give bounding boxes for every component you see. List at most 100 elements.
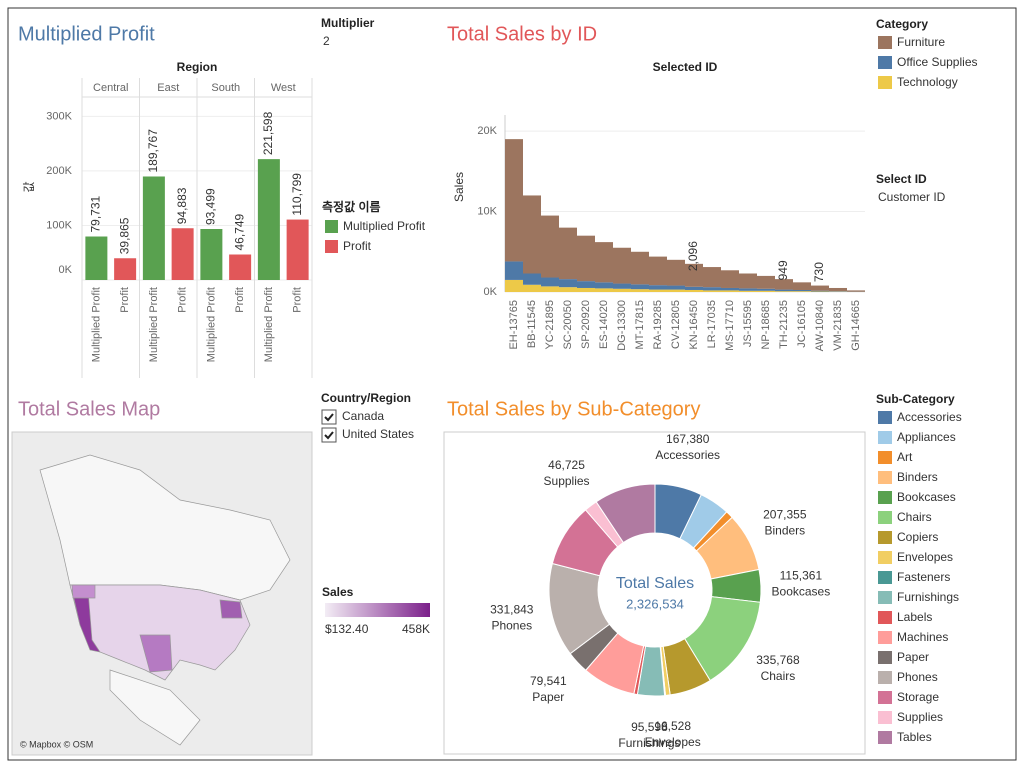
bar-segment xyxy=(739,288,757,291)
checkbox[interactable]: Canada xyxy=(321,409,384,425)
country-label: Country/Region xyxy=(321,391,411,405)
checkbox-box[interactable] xyxy=(321,427,337,443)
x-tick-label: Profit xyxy=(234,287,246,313)
bar-segment xyxy=(649,256,667,286)
select-id-value[interactable]: Customer ID xyxy=(878,190,946,204)
bar-segment xyxy=(721,287,739,291)
bar xyxy=(229,254,252,280)
y-tick-label: 10K xyxy=(477,205,497,217)
bar-segment xyxy=(523,273,541,285)
bar-segment xyxy=(829,287,847,292)
bar-segment xyxy=(667,259,685,286)
checkbox-box[interactable] xyxy=(321,409,337,425)
legend-label: Accessories xyxy=(897,410,962,424)
bar-segment xyxy=(613,283,631,289)
bar-segment xyxy=(667,285,685,290)
option[interactable]: Canada xyxy=(342,409,384,423)
legend-swatch xyxy=(878,511,892,524)
legend-swatch xyxy=(878,611,892,624)
y-axis-label: 값 xyxy=(22,181,36,192)
legend-min: $132.40 xyxy=(325,622,369,636)
multiplier-label: Multiplier xyxy=(321,16,375,30)
legend-swatch xyxy=(878,411,892,424)
legend-swatch xyxy=(325,220,338,233)
legend-label: Office Supplies xyxy=(897,55,978,69)
option[interactable]: United States xyxy=(342,427,414,441)
x-tick-label: Multiplied Profit xyxy=(205,287,217,362)
chart-title: Total Sales by Sub-Category xyxy=(447,398,700,420)
x-tick-label: Profit xyxy=(177,287,189,313)
legend-label: Bookcases xyxy=(897,490,956,504)
bar-segment xyxy=(595,282,613,289)
x-tick-label: SC-20050 xyxy=(562,300,574,350)
legend-swatch xyxy=(878,491,892,504)
x-tick-label: BB-11545 xyxy=(526,300,538,348)
legend-label: Paper xyxy=(897,650,929,664)
bar-segment xyxy=(613,247,631,284)
x-axis-title: Selected ID xyxy=(653,60,718,74)
legend-label: Labels xyxy=(897,610,932,624)
multiplier-value[interactable]: 2 xyxy=(323,34,330,48)
value-label: 93,499 xyxy=(204,188,218,225)
bar-segment xyxy=(685,289,703,292)
legend-label: Profit xyxy=(343,239,372,253)
legend-label: Envelopes xyxy=(897,550,953,564)
x-tick-label: KN-16450 xyxy=(688,300,700,350)
bar-segment xyxy=(739,273,757,289)
x-tick-label: RA-19285 xyxy=(652,300,664,350)
slice-name: Envelopes xyxy=(645,735,701,749)
map-shapes xyxy=(39,454,291,746)
mexico xyxy=(109,669,201,746)
bar-segment xyxy=(577,287,595,292)
bar-segment xyxy=(649,285,667,290)
y-tick-label: 0K xyxy=(59,264,73,276)
bar xyxy=(171,228,194,280)
slice-name: Chairs xyxy=(761,669,796,683)
bar-segment xyxy=(505,261,523,280)
bar-segment xyxy=(631,289,649,292)
x-tick-label: LR-17035 xyxy=(706,300,718,348)
legend-swatch xyxy=(878,36,892,49)
bar-segment xyxy=(775,279,793,290)
x-tick-label: EH-13765 xyxy=(508,300,520,350)
checkbox[interactable]: United States xyxy=(321,427,414,443)
check xyxy=(324,431,334,440)
select-id-label: Select ID xyxy=(876,172,927,186)
legend-title: 측정값 이름 xyxy=(322,199,381,214)
legend-swatch xyxy=(878,531,892,544)
slice-value: 167,380 xyxy=(666,432,710,446)
bar-segment xyxy=(577,281,595,288)
y-tick-label: 20K xyxy=(477,125,497,137)
y-tick-label: 300K xyxy=(46,110,72,122)
legend-swatch xyxy=(878,571,892,584)
x-tick-label: JC-16105 xyxy=(796,300,808,348)
frame xyxy=(7,7,1017,761)
bar-segment xyxy=(811,290,829,292)
legend-swatch xyxy=(878,451,892,464)
legend-swatch xyxy=(325,240,338,253)
bar-segment xyxy=(613,288,631,292)
bar-segment xyxy=(847,290,865,292)
region-label: Central xyxy=(93,82,128,94)
legend-swatch xyxy=(878,671,892,684)
bar xyxy=(142,176,165,280)
legend-label: Phones xyxy=(897,670,938,684)
donut-frame xyxy=(443,431,866,755)
legend-swatch xyxy=(878,76,892,89)
value-label: 94,883 xyxy=(175,187,189,224)
bar xyxy=(85,236,108,280)
slice-value: 46,725 xyxy=(548,458,585,472)
legend-label: Art xyxy=(897,450,913,464)
x-tick-label: SP-20920 xyxy=(580,300,592,349)
bar xyxy=(114,258,137,280)
region-label: East xyxy=(157,82,179,94)
bar-segment xyxy=(721,270,739,288)
bar xyxy=(200,229,223,280)
bar-segment xyxy=(541,215,559,278)
bar-segment xyxy=(721,290,739,292)
x-tick-label: VM-21835 xyxy=(832,300,844,351)
bar-segment xyxy=(541,286,559,292)
legend-label: Fasteners xyxy=(897,570,950,584)
legend-label: Storage xyxy=(897,690,939,704)
